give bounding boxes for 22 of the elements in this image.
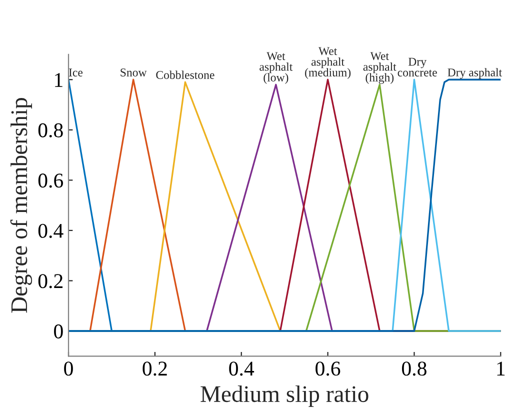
series-label: Ice <box>68 68 83 76</box>
series-label: Wet asphalt (low) <box>260 52 293 84</box>
y-axis-title: Degree of membership <box>10 98 32 313</box>
x-tick-label: 1 <box>497 362 505 376</box>
series-label: Wet asphalt (high) <box>363 52 396 84</box>
x-tick-label: 0.8 <box>402 362 426 376</box>
y-tick-label: 0.8 <box>38 123 63 138</box>
series-label: Dry concrete <box>398 58 437 76</box>
y-tick-label: 0 <box>54 324 63 338</box>
series-label: Wet asphalt (medium) <box>305 47 351 79</box>
x-tick-label: 0 <box>64 362 73 376</box>
x-tick-label: 0.6 <box>316 362 340 376</box>
series-label: Snow <box>120 68 147 76</box>
y-tick-label: 0.2 <box>38 274 62 288</box>
y-tick-label: 0.4 <box>38 224 64 238</box>
x-tick-label: 0.2 <box>142 362 167 376</box>
y-tick-label: 0.6 <box>38 174 64 188</box>
x-tick-label: 0.4 <box>229 362 254 376</box>
series-label: Cobblestone <box>156 70 214 79</box>
y-tick-label: 1 <box>55 73 62 87</box>
series-label: Dry asphalt <box>448 68 502 79</box>
x-axis-title: Medium slip ratio <box>200 385 368 407</box>
